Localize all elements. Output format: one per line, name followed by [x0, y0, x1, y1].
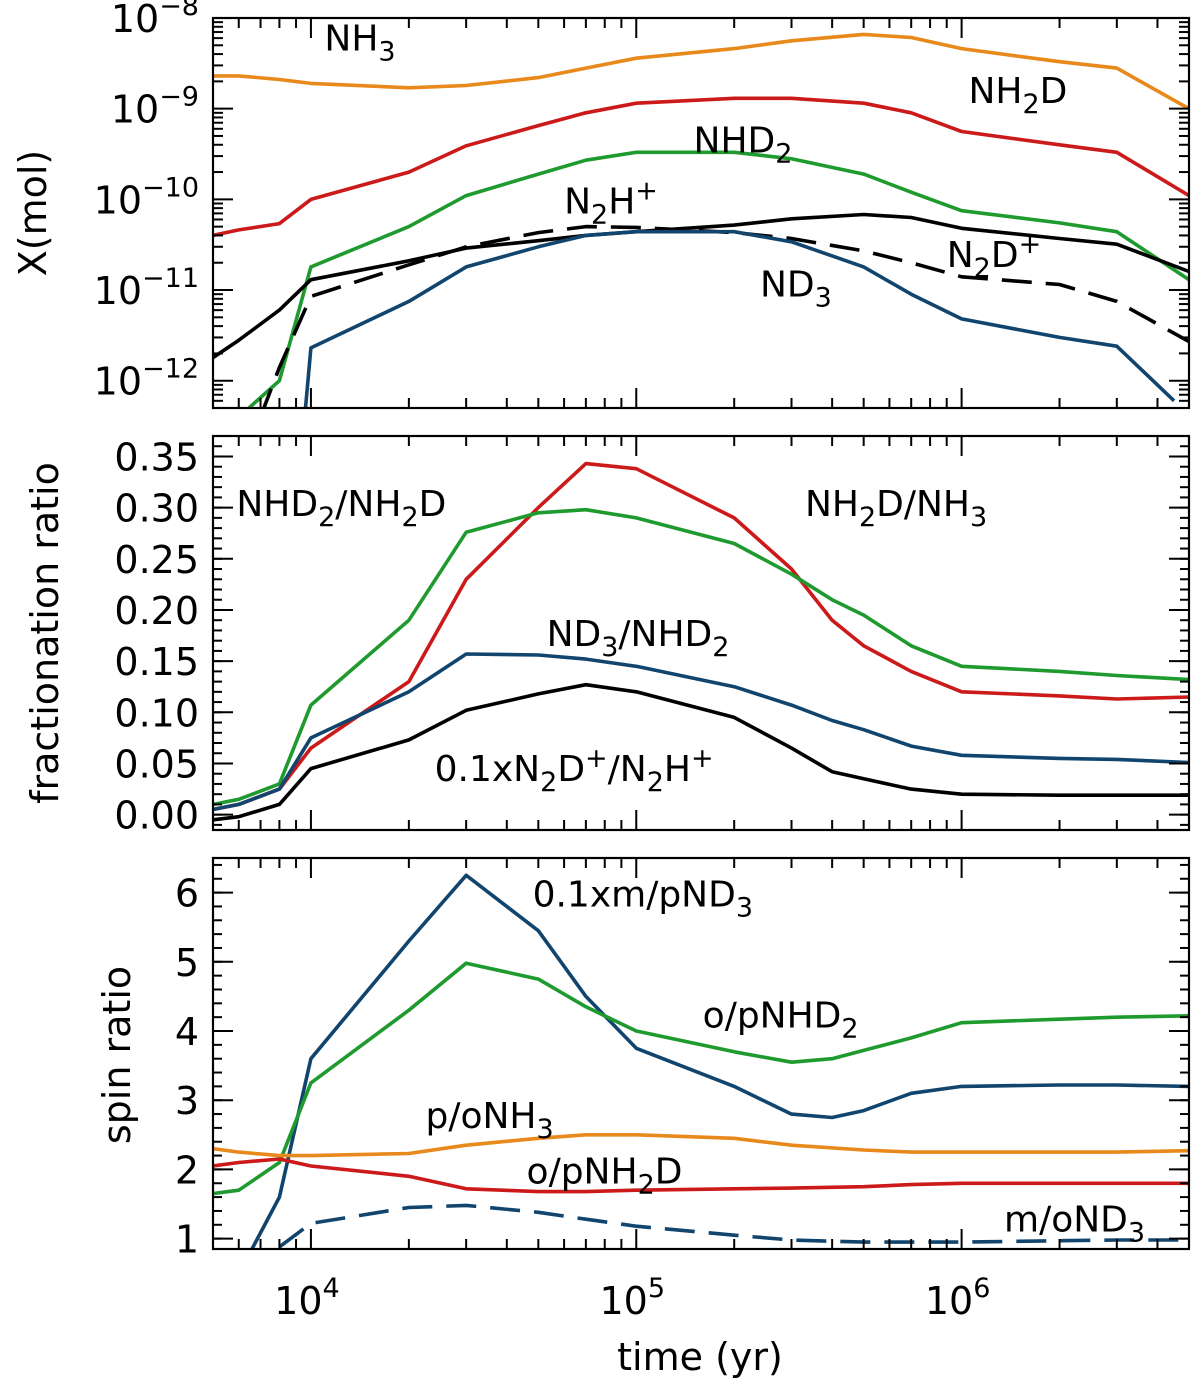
series-label-mp_nd3: 0.1xm/pND3	[533, 874, 753, 923]
series-line-bottom-0	[249, 873, 1189, 1249]
series-label-nd3: ND3	[760, 264, 832, 313]
series-line-top-1	[213, 96, 1189, 238]
y-tick-label: 10−9	[111, 82, 199, 132]
y-tick-label: 2	[175, 1148, 199, 1192]
x-tick-label: 106	[925, 1273, 991, 1323]
series-label-op_nh2d: o/pNH2D	[527, 1151, 683, 1200]
series-line-bottom-4	[278, 1203, 1189, 1249]
series-label-nh2d: NH2D	[968, 71, 1067, 120]
series-label-n2d_n2h: 0.1xN2D+/N2H+	[435, 743, 714, 798]
y-tick-label: 10−12	[94, 354, 199, 404]
y-tick-label: 0.15	[114, 640, 199, 684]
series-label-n2d: N2D+	[947, 229, 1041, 284]
y-tick-label: 10−8	[111, 0, 199, 41]
series-line-top-4	[261, 224, 1189, 408]
y-tick-label: 5	[175, 941, 199, 985]
y-tick-label: 4	[175, 1010, 199, 1054]
y-tick-label: 10−10	[94, 172, 199, 222]
y-tick-label: 0.30	[114, 487, 199, 531]
y-tick-label: 0.05	[114, 742, 199, 786]
series-label-n2h: N2H+	[564, 175, 658, 230]
series-label-po_nh3: p/oNH3	[426, 1096, 554, 1145]
y-tick-label: 0.35	[114, 435, 199, 479]
series-label-op_nhd2: o/pNHD2	[703, 996, 859, 1045]
series-label-nh2d_nh3: NH2D/NH3	[805, 484, 987, 533]
series-line-top-5	[303, 229, 1176, 408]
y-tick-label: 0.25	[114, 538, 199, 582]
y-tick-label: 0.00	[114, 794, 199, 838]
series-line-bottom-1	[213, 961, 1189, 1196]
y-tick-label: 0.10	[114, 691, 199, 735]
series-line-middle-0	[213, 461, 1189, 812]
fractionation-plot-frame	[211, 434, 1191, 832]
abundance-panel: 10−8 10−9 10−10 10−11 10−12 NH3 NH2D NHD2 N2H+ N…	[11, 0, 1191, 410]
y-tick-label: 1	[175, 1218, 199, 1262]
series-label-nhd2_nh2d: NHD2/NH2D	[236, 484, 446, 533]
series-line-middle-2	[213, 652, 1189, 812]
series-line-top-3	[213, 212, 1189, 360]
y-tick-label: 3	[175, 1079, 199, 1123]
series-line-middle-3	[213, 682, 1189, 822]
x-tick-label: 105	[599, 1273, 665, 1323]
series-line-top-2	[246, 150, 1189, 408]
series-label-mo_nd3: m/oND3	[1004, 1200, 1145, 1249]
y-tick-label: 10−11	[94, 263, 199, 313]
abundance-y-axis-label: X(mol)	[11, 150, 55, 277]
series-line-top-0	[213, 32, 1189, 111]
spin-ratio-panel: 6 5 4 3 2 1 0.1xm/pND3 o/pNHD2 p/oNH3 o/pNH2D m/o…	[95, 856, 1191, 1262]
y-tick-label: 0.20	[114, 589, 199, 633]
series-label-nhd2: NHD2	[694, 120, 793, 169]
series-line-bottom-3	[213, 1157, 1189, 1194]
fractionation-y-axis-label: fractionation ratio	[23, 462, 67, 804]
spin-ratio-plot-frame	[211, 856, 1191, 1251]
series-label-nd3_nhd2: ND3/NHD2	[547, 614, 730, 663]
y-tick-label: 6	[175, 872, 199, 916]
fractionation-panel: 0.35 0.30 0.25 0.20 0.15 0.10 0.05 0.00 NHD2/NH…	[23, 434, 1191, 838]
x-tick-label: 104	[274, 1273, 340, 1323]
series-line-bottom-2	[213, 1133, 1189, 1158]
series-line-middle-1	[213, 507, 1189, 807]
spin-ratio-y-axis-label: spin ratio	[95, 966, 139, 1144]
series-label-nh3: NH3	[324, 18, 395, 67]
x-axis-label: time (yr)	[617, 1335, 783, 1379]
